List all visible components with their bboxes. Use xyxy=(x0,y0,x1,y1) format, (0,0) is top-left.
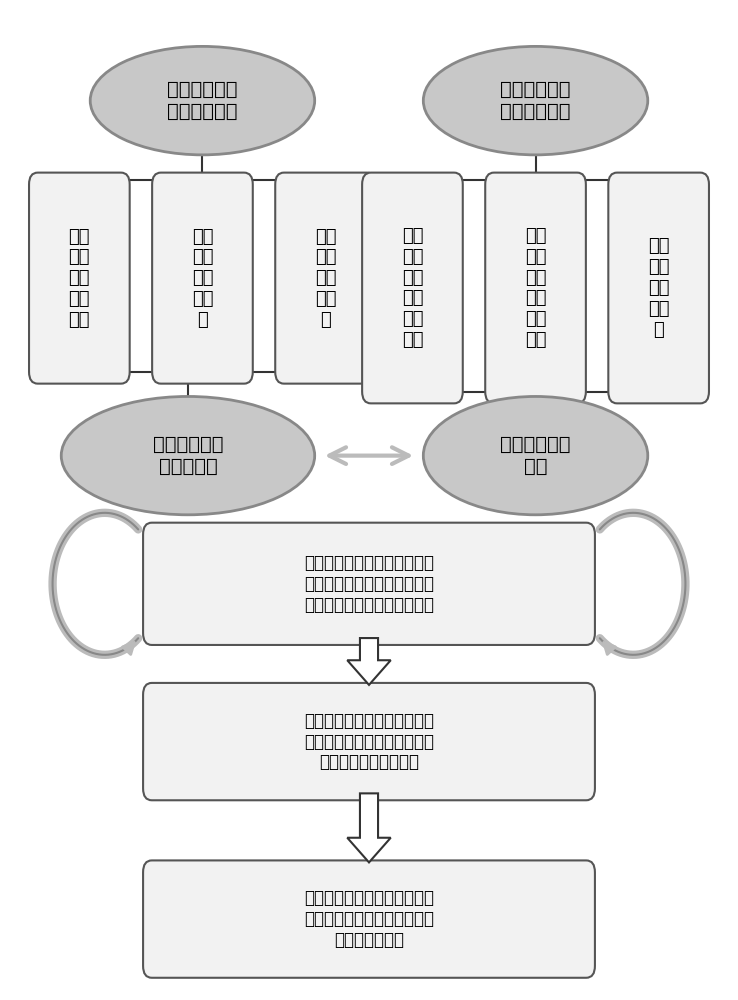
FancyBboxPatch shape xyxy=(143,860,595,978)
Ellipse shape xyxy=(424,396,648,515)
FancyBboxPatch shape xyxy=(275,173,376,384)
FancyBboxPatch shape xyxy=(485,173,586,403)
Text: 指导施工参数设计，建立注入
压力、堵剂用量、顶替段塞长
度协调优化方法: 指导施工参数设计，建立注入 压力、堵剂用量、顶替段塞长 度协调优化方法 xyxy=(304,889,434,949)
FancyBboxPatch shape xyxy=(152,173,253,384)
FancyBboxPatch shape xyxy=(29,173,130,384)
Polygon shape xyxy=(348,638,390,685)
Text: 窜流非均质物
理模拟模型: 窜流非均质物 理模拟模型 xyxy=(153,435,223,476)
FancyBboxPatch shape xyxy=(143,683,595,800)
Ellipse shape xyxy=(61,396,314,515)
Text: 平面
非均
质填
砂模
型: 平面 非均 质填 砂模 型 xyxy=(192,228,213,329)
FancyBboxPatch shape xyxy=(362,173,463,403)
Text: 压力
流量
饱和
度监
测: 压力 流量 饱和 度监 测 xyxy=(315,228,337,329)
Text: 建立不同注入压力、渗透率级
差等条件的堵剂在窜流区域与
非窜流区域的比例图版: 建立不同注入压力、渗透率级 差等条件的堵剂在窜流区域与 非窜流区域的比例图版 xyxy=(304,712,434,771)
Text: 堵剂分布规律
数值模拟方法: 堵剂分布规律 数值模拟方法 xyxy=(500,80,570,121)
Text: 新型数值模拟
模型: 新型数值模拟 模型 xyxy=(500,435,570,476)
Text: 综合利用物理模拟和数值模拟
结果，分析不同注入压力条件
下的堵剂平面和纵向分布规律: 综合利用物理模拟和数值模拟 结果，分析不同注入压力条件 下的堵剂平面和纵向分布规… xyxy=(304,554,434,614)
Polygon shape xyxy=(348,793,390,862)
FancyBboxPatch shape xyxy=(143,523,595,645)
Text: 压力
流量
拟合
反演
堵剂
相渗: 压力 流量 拟合 反演 堵剂 相渗 xyxy=(525,227,546,349)
FancyBboxPatch shape xyxy=(608,173,709,403)
Text: 径向
多层
胶结
岩心
模型: 径向 多层 胶结 岩心 模型 xyxy=(69,228,90,329)
Text: 修正
组分
数值
模拟
器: 修正 组分 数值 模拟 器 xyxy=(648,237,669,339)
Text: 变流
速非
稳态
法测
堵剂
相渗: 变流 速非 稳态 法测 堵剂 相渗 xyxy=(401,227,423,349)
Ellipse shape xyxy=(424,46,648,155)
Ellipse shape xyxy=(90,46,314,155)
Text: 堵剂分布规律
物理模拟方法: 堵剂分布规律 物理模拟方法 xyxy=(168,80,238,121)
